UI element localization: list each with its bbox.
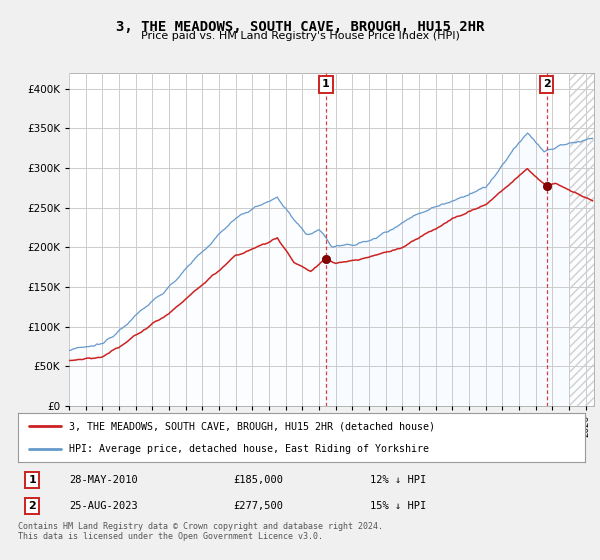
Text: 12% ↓ HPI: 12% ↓ HPI — [370, 475, 426, 485]
Text: 2: 2 — [28, 501, 36, 511]
Text: HPI: Average price, detached house, East Riding of Yorkshire: HPI: Average price, detached house, East… — [69, 444, 429, 454]
Text: Price paid vs. HM Land Registry's House Price Index (HPI): Price paid vs. HM Land Registry's House … — [140, 31, 460, 41]
Text: 15% ↓ HPI: 15% ↓ HPI — [370, 501, 426, 511]
Text: 3, THE MEADOWS, SOUTH CAVE, BROUGH, HU15 2HR: 3, THE MEADOWS, SOUTH CAVE, BROUGH, HU15… — [116, 20, 484, 34]
Text: 28-MAY-2010: 28-MAY-2010 — [69, 475, 138, 485]
Text: Contains HM Land Registry data © Crown copyright and database right 2024.
This d: Contains HM Land Registry data © Crown c… — [18, 522, 383, 542]
Text: 25-AUG-2023: 25-AUG-2023 — [69, 501, 138, 511]
Text: 1: 1 — [28, 475, 36, 485]
Text: 2: 2 — [542, 80, 550, 90]
Text: 3, THE MEADOWS, SOUTH CAVE, BROUGH, HU15 2HR (detached house): 3, THE MEADOWS, SOUTH CAVE, BROUGH, HU15… — [69, 421, 435, 431]
Text: 1: 1 — [322, 80, 330, 90]
Text: £277,500: £277,500 — [233, 501, 283, 511]
Text: £185,000: £185,000 — [233, 475, 283, 485]
